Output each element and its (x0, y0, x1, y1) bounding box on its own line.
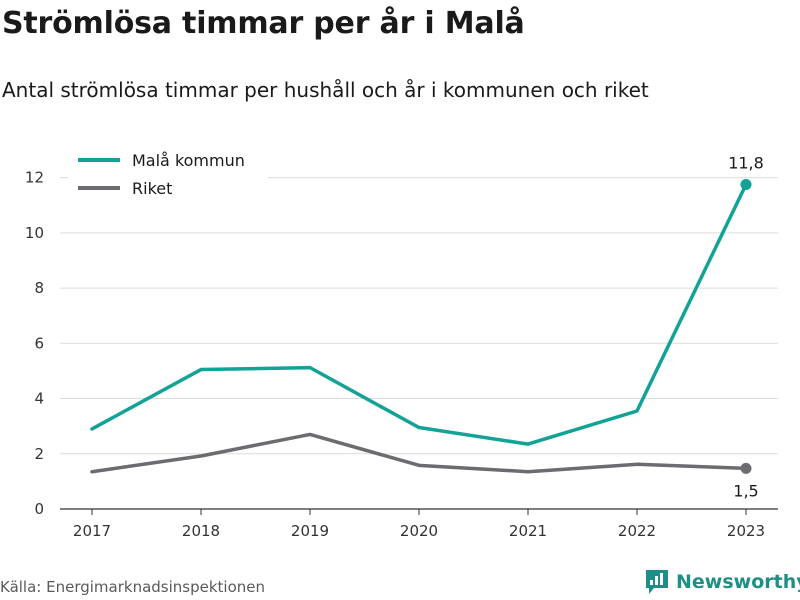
chart-title: Strömlösa timmar per år i Malå (2, 6, 525, 41)
x-tick-label: 2021 (509, 522, 547, 540)
data-label: 11,8 (728, 154, 764, 173)
x-tick-label: 2023 (727, 522, 765, 540)
legend-entry: Malå kommun (132, 151, 245, 170)
y-tick-label: 8 (34, 279, 44, 297)
x-tick-label: 2019 (291, 522, 329, 540)
y-tick-label: 6 (34, 334, 44, 352)
x-tick-label: 2018 (182, 522, 220, 540)
y-tick-label: 10 (25, 224, 44, 242)
brand-name: Newsworthy (676, 571, 800, 593)
x-tick-label: 2020 (400, 522, 438, 540)
series-end-point (740, 462, 752, 474)
series-line-mala-kommun (90, 182, 748, 446)
x-tick-label: 2017 (73, 522, 111, 540)
y-tick-label: 12 (25, 169, 44, 187)
y-tick-label: 2 (34, 445, 44, 463)
y-tick-label: 0 (34, 500, 44, 518)
brand-logo: Newsworthy (644, 568, 800, 596)
x-tick-label: 2022 (618, 522, 656, 540)
source-note: Källa: Energimarknadsinspektionen (0, 578, 266, 596)
y-tick-label: 4 (34, 390, 44, 408)
newsworthy-logo-icon (646, 570, 668, 594)
line-chart: 0 2 4 6 8 10 12 2017 2018 2019 2020 2021 2022 2023 11,… (24, 143, 778, 540)
chart-subtitle: Antal strömlösa timmar per hushåll och å… (2, 78, 649, 102)
legend-entry: Riket (132, 179, 172, 198)
series-end-point (740, 179, 752, 191)
legend-background (68, 143, 268, 205)
series-line-riket (90, 432, 748, 474)
data-label: 1,5 (733, 481, 758, 500)
